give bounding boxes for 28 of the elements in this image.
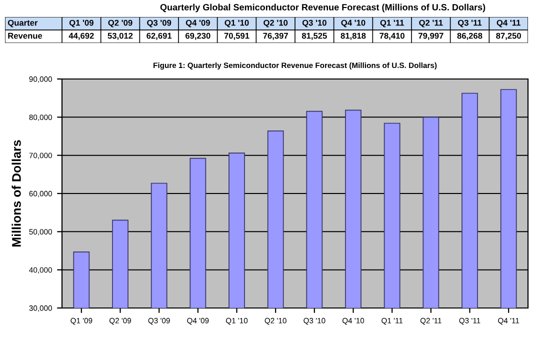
category-label: Q2 '10 <box>264 20 288 28</box>
category-label: Q3 '09 <box>147 20 172 28</box>
data-label: 79,997 <box>418 32 444 40</box>
data-label: 87,250 <box>496 32 521 40</box>
data-label: 62,691 <box>146 32 172 40</box>
category-label: Q2 '09 <box>108 20 132 28</box>
data-label: 69,230 <box>185 32 210 40</box>
category-label: Q3 '10 <box>302 20 326 28</box>
text: Quarter <box>8 20 38 28</box>
data-label: 70,591 <box>224 32 250 40</box>
category-label: Q1 '11 <box>380 20 404 28</box>
category-label: Q4 '10 <box>341 20 366 28</box>
text: Revenue <box>8 32 42 39</box>
data-label: 81,525 <box>302 32 327 40</box>
data-label: 81,818 <box>340 32 366 40</box>
category-label: Q4 '11 <box>496 20 520 28</box>
chart-title: Quarterly Global Semiconductor Revenue Forecast (Millions of U.S. Dollars) <box>160 4 486 12</box>
data-label: 76,397 <box>263 32 288 40</box>
data-label: 44,692 <box>68 32 94 40</box>
category-label: Q1 '09 <box>69 20 94 28</box>
data-label: 53,012 <box>108 32 133 40</box>
category-label: Q1 '10 <box>224 20 249 28</box>
category-label: Q3 '11 <box>458 20 482 28</box>
category-label: Q4 '09 <box>186 20 210 28</box>
data-label: 86,268 <box>457 32 482 40</box>
data-label: 78,410 <box>380 32 404 40</box>
category-label: Q2 '11 <box>419 20 443 28</box>
y-axis-title: Millions of Dollars <box>12 140 21 246</box>
